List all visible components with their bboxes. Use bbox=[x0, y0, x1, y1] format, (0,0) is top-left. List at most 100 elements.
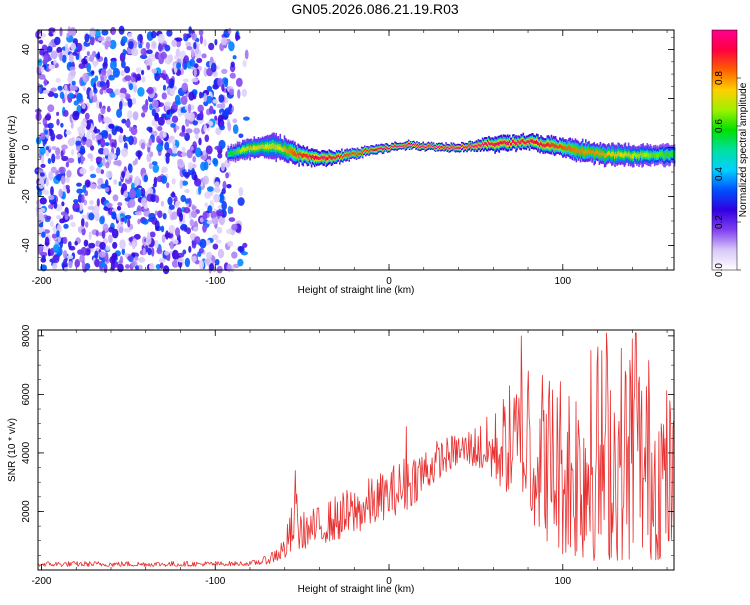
signal-band-slice bbox=[564, 145, 566, 150]
noise-speckle bbox=[80, 156, 86, 162]
noise-speckle bbox=[82, 72, 90, 83]
signal-band-slice bbox=[500, 140, 503, 145]
signal-band-slice bbox=[629, 154, 632, 159]
signal-band-slice bbox=[528, 140, 531, 145]
noise-speckle bbox=[122, 102, 128, 107]
signal-band-slice bbox=[568, 145, 570, 150]
signal-band-slice bbox=[518, 140, 520, 144]
signal-band-slice bbox=[641, 153, 643, 159]
noise-speckle bbox=[62, 236, 68, 245]
noise-speckle bbox=[79, 167, 87, 175]
signal-band-slice bbox=[232, 151, 235, 155]
signal-band-slice bbox=[335, 155, 338, 159]
noise-speckle bbox=[54, 36, 61, 46]
noise-speckle bbox=[221, 209, 227, 218]
noise-speckle bbox=[68, 53, 74, 63]
noise-speckle bbox=[129, 223, 134, 230]
signal-band-slice bbox=[650, 153, 653, 158]
noise-speckle bbox=[35, 112, 42, 121]
noise-speckle bbox=[39, 207, 46, 213]
signal-band-slice bbox=[587, 149, 589, 155]
signal-band-slice bbox=[426, 145, 429, 148]
noise-speckle bbox=[77, 152, 81, 158]
noise-speckle bbox=[167, 253, 171, 262]
noise-speckle bbox=[172, 145, 178, 154]
noise-speckle bbox=[200, 92, 204, 98]
signal-band-slice bbox=[269, 143, 271, 149]
signal-band-slice bbox=[260, 144, 263, 149]
noise-speckle bbox=[94, 126, 97, 134]
noise-speckle bbox=[78, 202, 84, 211]
noise-speckle bbox=[180, 223, 188, 231]
noise-speckle bbox=[94, 29, 101, 39]
noise-speckle bbox=[181, 82, 188, 90]
signal-band-slice bbox=[576, 147, 579, 152]
noise-speckle bbox=[218, 94, 225, 103]
noise-speckle bbox=[229, 72, 236, 79]
signal-band-slice bbox=[369, 149, 371, 152]
signal-band-slice bbox=[414, 144, 416, 146]
signal-band-slice bbox=[590, 149, 592, 154]
noise-speckle bbox=[119, 100, 123, 111]
signal-band-slice bbox=[353, 152, 356, 155]
signal-band-slice bbox=[550, 142, 553, 147]
noise-speckle bbox=[74, 240, 78, 246]
signal-band-slice bbox=[464, 146, 466, 149]
signal-band-slice bbox=[588, 148, 590, 154]
noise-speckle bbox=[138, 257, 146, 263]
noise-speckle bbox=[146, 65, 151, 71]
signal-band-slice bbox=[618, 151, 620, 156]
signal-band-slice bbox=[386, 147, 389, 150]
signal-band-slice bbox=[526, 140, 529, 143]
noise-speckle bbox=[167, 196, 173, 206]
noise-speckle bbox=[86, 130, 91, 141]
noise-speckle bbox=[145, 58, 153, 68]
noise-speckle bbox=[146, 49, 153, 54]
signal-band-slice bbox=[340, 155, 342, 158]
snr-y-tick-label: 6000 bbox=[21, 383, 32, 406]
noise-speckle bbox=[185, 41, 192, 47]
signal-band-slice bbox=[493, 143, 495, 146]
signal-band-slice bbox=[574, 146, 577, 152]
noise-speckle bbox=[81, 58, 88, 65]
noise-speckle bbox=[199, 110, 204, 121]
noise-speckle bbox=[228, 88, 235, 96]
signal-band-slice bbox=[324, 155, 326, 159]
signal-band-slice bbox=[666, 151, 668, 157]
noise-speckle bbox=[110, 26, 116, 36]
signal-band-slice bbox=[396, 146, 398, 148]
noise-speckle bbox=[70, 221, 76, 228]
signal-band-slice bbox=[488, 141, 490, 145]
signal-band-slice bbox=[319, 157, 321, 160]
noise-speckle bbox=[76, 188, 84, 194]
signal-band-slice bbox=[657, 153, 659, 158]
noise-speckle bbox=[39, 32, 46, 38]
noise-speckle bbox=[142, 248, 146, 256]
signal-band-slice bbox=[598, 152, 601, 157]
noise-speckle bbox=[111, 153, 117, 160]
signal-band-slice bbox=[279, 144, 282, 150]
noise-speckle bbox=[104, 40, 112, 48]
noise-speckle bbox=[212, 157, 218, 165]
signal-band-slice bbox=[429, 146, 432, 148]
signal-band-slice bbox=[591, 151, 593, 156]
signal-band-slice bbox=[326, 156, 329, 160]
signal-band-slice bbox=[234, 150, 237, 156]
noise-speckle bbox=[51, 153, 56, 164]
noise-speckle bbox=[209, 263, 215, 272]
noise-speckle bbox=[164, 250, 170, 256]
signal-band-slice bbox=[366, 149, 368, 152]
noise-speckle bbox=[224, 78, 229, 88]
noise-speckle bbox=[203, 161, 209, 171]
noise-speckle bbox=[160, 225, 165, 233]
signal-band-slice bbox=[244, 147, 246, 153]
noise-speckle bbox=[189, 219, 194, 227]
noise-speckle bbox=[171, 178, 176, 185]
noise-speckle bbox=[190, 49, 195, 58]
noise-speckle bbox=[89, 54, 95, 63]
noise-speckle bbox=[183, 171, 191, 178]
noise-speckle bbox=[175, 200, 181, 206]
noise-speckle bbox=[38, 74, 46, 80]
noise-speckle bbox=[188, 91, 195, 101]
noise-speckle bbox=[99, 101, 102, 110]
